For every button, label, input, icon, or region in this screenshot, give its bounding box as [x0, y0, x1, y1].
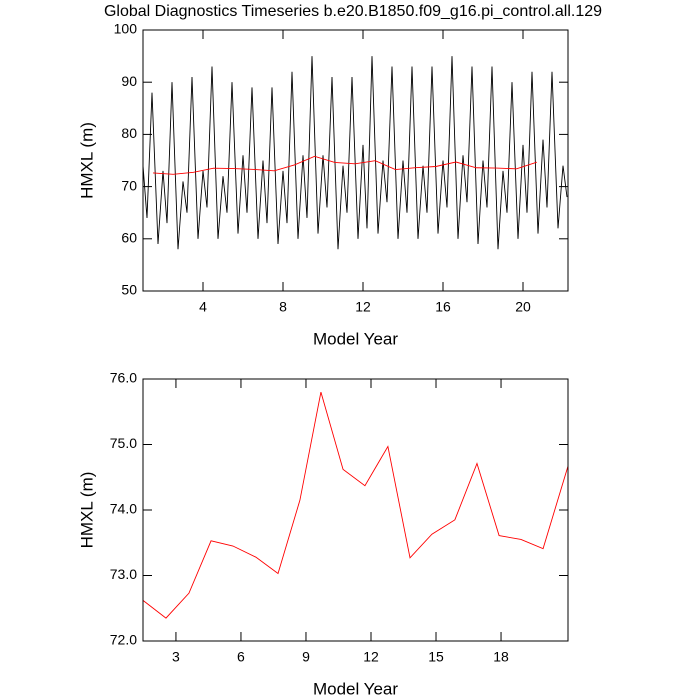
x-tick-label: 16 — [435, 299, 451, 315]
y-tick-label: 75.0 — [110, 435, 137, 451]
y-tick-label: 72.0 — [110, 632, 137, 648]
x-tick-label: 4 — [199, 299, 207, 315]
x-tick-label: 15 — [428, 649, 444, 665]
x-tick-label: 20 — [515, 299, 531, 315]
x-tick-label: 6 — [237, 649, 245, 665]
y-tick-label: 73.0 — [110, 566, 137, 582]
x-axis-title: Model Year — [313, 679, 398, 698]
data-line — [142, 56, 568, 250]
data-line — [152, 155, 537, 175]
plot-frame — [142, 29, 569, 292]
x-tick-label: 12 — [355, 299, 371, 315]
x-axis-title: Model Year — [313, 329, 398, 348]
chart-title: Global Diagnostics Timeseries b.e20.B185… — [104, 3, 602, 20]
y-tick-label: 90 — [121, 73, 137, 89]
x-tick-label: 3 — [172, 649, 180, 665]
y-tick-label: 60 — [121, 230, 137, 246]
y-tick-label: 70 — [121, 177, 137, 193]
y-axis-title: HMXL (m) — [77, 122, 96, 199]
y-tick-label: 76.0 — [110, 370, 137, 386]
y-axis-title: HMXL (m) — [77, 472, 96, 549]
data-line — [142, 391, 569, 619]
y-tick-label: 100 — [114, 21, 138, 37]
y-tick-label: 74.0 — [110, 501, 137, 517]
plot-frame — [142, 378, 569, 642]
x-tick-label: 8 — [279, 299, 287, 315]
x-tick-label: 9 — [302, 649, 310, 665]
x-tick-label: 12 — [363, 649, 379, 665]
y-tick-label: 50 — [121, 282, 137, 298]
y-tick-label: 80 — [121, 125, 137, 141]
x-tick-label: 18 — [493, 649, 509, 665]
